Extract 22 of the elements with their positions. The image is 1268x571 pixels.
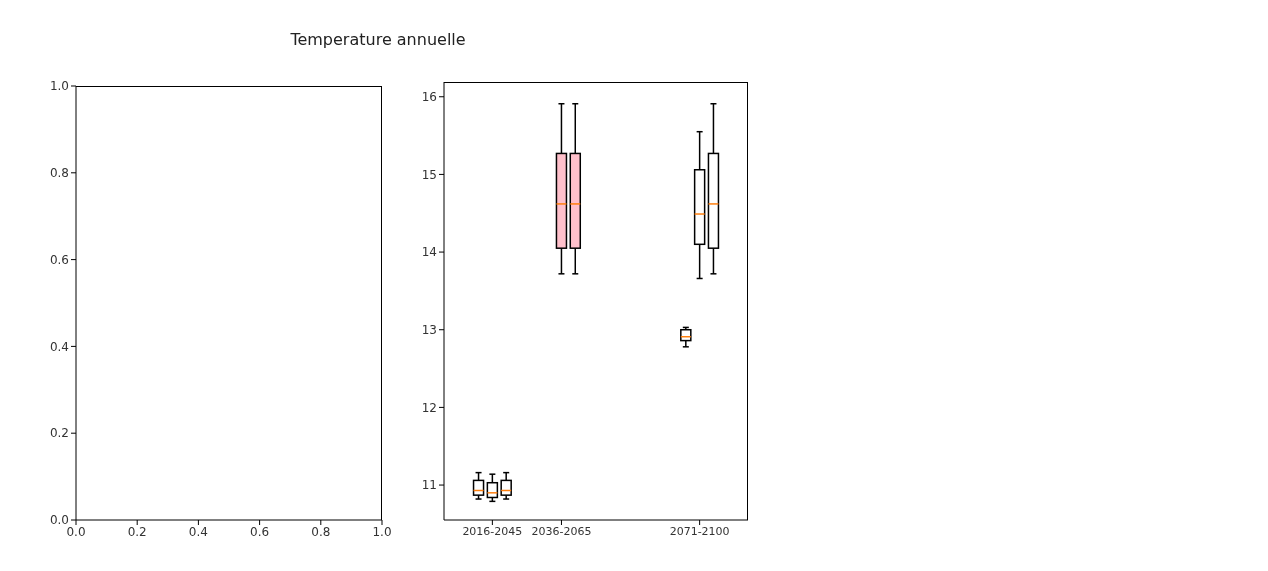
x-tick-label: 0.2	[127, 524, 147, 539]
y-tick-label: 1.0	[49, 79, 69, 94]
x-tick-label: 2036-2065	[531, 524, 592, 538]
x-tick-label: 2071-2100	[669, 524, 730, 538]
y-tick-label: 0.8	[49, 166, 69, 181]
x-tick-label: 0.8	[311, 524, 331, 539]
y-tick-label: 0.0	[49, 513, 69, 528]
y-tick-label: 16	[421, 90, 437, 105]
chart-title: Temperature annuelle	[289, 30, 467, 49]
y-tick-label: 11	[421, 478, 437, 493]
y-tick-label: 13	[421, 322, 437, 337]
x-tick-label: 0.6	[250, 524, 270, 539]
x-tick-label: 0.0	[66, 524, 86, 539]
y-tick-label: 0.6	[49, 252, 69, 267]
x-tick-label: 0.4	[188, 524, 208, 539]
y-tick-label: 15	[421, 167, 437, 182]
y-tick-label: 12	[421, 400, 437, 415]
x-tick-label: 1.0	[372, 524, 392, 539]
y-tick-label: 0.2	[49, 426, 69, 441]
x-tick-label: 2016-2045	[462, 524, 523, 538]
y-tick-label: 14	[421, 245, 437, 260]
y-tick-label: 0.4	[49, 339, 69, 354]
